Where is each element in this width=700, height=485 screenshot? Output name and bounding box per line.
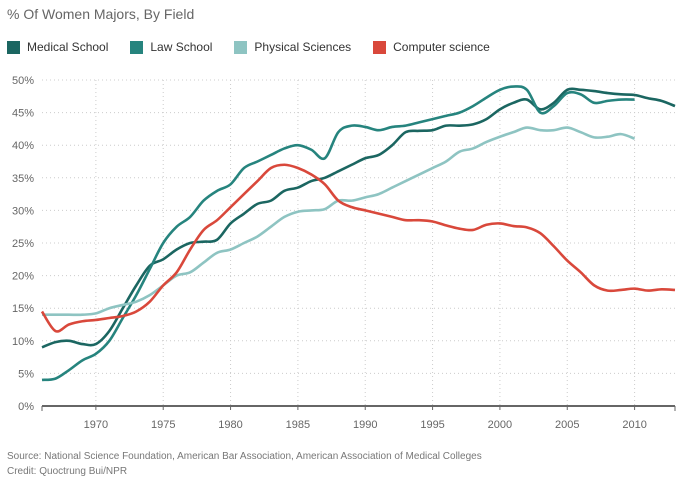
x-tick-label: 2005 [555, 419, 579, 431]
legend-swatch [234, 40, 248, 54]
legend-swatch [7, 40, 20, 54]
y-tick-label: 5% [18, 368, 34, 380]
x-tick-label: 2000 [488, 419, 512, 431]
y-tick-label: 35% [12, 173, 34, 185]
legend-label: Law School [150, 40, 213, 54]
x-tick-label: 1970 [84, 419, 108, 431]
x-tick-label: 2010 [622, 419, 646, 431]
chart-title: % Of Women Majors, By Field [7, 6, 195, 22]
legend-item-physical-sciences[interactable]: Physical Sciences [234, 40, 351, 54]
y-tick-label: 10% [12, 336, 34, 348]
series-line-law-school [41, 85, 635, 382]
legend-label: Medical School [27, 40, 109, 54]
legend-item-medical-school[interactable]: Medical School [7, 40, 108, 54]
x-tick-label: 1975 [151, 419, 175, 431]
source-note: Source: National Science Foundation, Ame… [7, 449, 482, 479]
x-tick-label: 1985 [286, 419, 310, 431]
x-tick-label: 1995 [420, 419, 444, 431]
series-line-physical-sciences [42, 126, 636, 317]
y-tick-label: 25% [12, 238, 34, 250]
x-tick-label: 1990 [353, 419, 377, 431]
y-tick-label: 45% [12, 108, 34, 120]
legend-swatch [373, 40, 387, 54]
legend: Medical School Law School Physical Scien… [7, 40, 512, 54]
y-tick-label: 15% [12, 303, 34, 315]
credit-text: Credit: Quoctrung Bui/NPR [7, 466, 128, 477]
legend-swatch [130, 40, 144, 54]
source-text: Source: National Science Foundation, Ame… [7, 451, 482, 462]
y-tick-label: 30% [12, 205, 34, 217]
y-tick-label: 50% [12, 75, 34, 87]
series-line-computer-science [40, 163, 676, 333]
legend-label: Computer science [393, 40, 490, 54]
y-tick-label: 40% [12, 140, 34, 152]
y-tick-label: 0% [18, 401, 34, 413]
legend-label: Physical Sciences [254, 40, 352, 54]
y-tick-label: 20% [12, 271, 34, 283]
x-tick-label: 1980 [218, 419, 242, 431]
series-line-medical-school [41, 87, 676, 349]
legend-item-computer-science[interactable]: Computer science [373, 40, 490, 54]
legend-item-law-school[interactable]: Law School [130, 40, 212, 54]
